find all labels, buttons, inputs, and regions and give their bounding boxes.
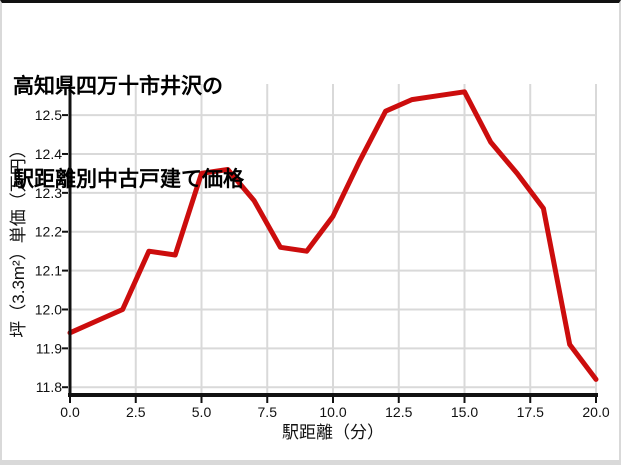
page-title-line1: 高知県四万十市井沢の xyxy=(13,75,223,98)
tick-marks xyxy=(62,114,597,403)
x-tick-label: 7.5 xyxy=(258,404,278,420)
price-line xyxy=(67,89,599,382)
y-axis-label: 坪（3.3m²）単価（万円） xyxy=(9,141,28,337)
y-tick-labels: 11.8 11.9 12.0 12.1 12.2 12.3 12.4 12.5 xyxy=(35,107,62,395)
page-title: 高知県四万十市井沢の 駅距離別中古戸建て価格 xyxy=(13,9,244,257)
y-tick-label: 12.0 xyxy=(35,301,62,317)
x-tick-label: 12.5 xyxy=(385,404,412,420)
y-tick-label: 11.8 xyxy=(36,379,62,395)
y-tick-label: 11.9 xyxy=(36,340,62,356)
x-tick-labels: 0.0 2.5 5.0 7.5 10.0 12.5 15.0 17.5 20.0 xyxy=(60,404,610,420)
grid-lines xyxy=(69,84,597,395)
page-title-line2: 駅距離別中古戸建て価格 xyxy=(13,168,244,191)
x-tick-label: 20.0 xyxy=(582,404,609,420)
x-axis-label: 駅距離（分） xyxy=(282,423,384,442)
x-tick-label: 0.0 xyxy=(60,404,80,420)
x-tick-label: 15.0 xyxy=(451,404,478,420)
y-tick-label: 12.2 xyxy=(35,224,62,240)
x-tick-label: 17.5 xyxy=(517,404,544,420)
y-tick-label: 12.1 xyxy=(35,263,62,279)
x-tick-label: 10.0 xyxy=(319,404,346,420)
y-tick-label: 12.4 xyxy=(35,146,62,162)
x-tick-label: 2.5 xyxy=(126,404,146,420)
x-tick-label: 5.0 xyxy=(192,404,212,420)
y-tick-label: 12.3 xyxy=(35,185,62,201)
y-tick-label: 12.5 xyxy=(35,107,62,123)
